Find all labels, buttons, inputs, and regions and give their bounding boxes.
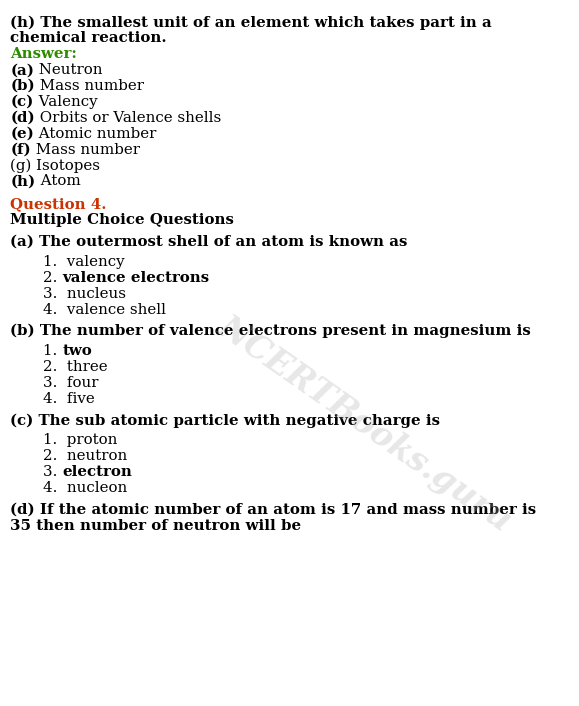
Text: (a) The outermost shell of an atom is known as: (a) The outermost shell of an atom is kn… [10, 234, 408, 249]
Text: 3.  four: 3. four [43, 376, 99, 390]
Text: 2.  three: 2. three [43, 360, 108, 374]
Text: 35 then number of neutron will be: 35 then number of neutron will be [10, 518, 302, 532]
Text: (c) The sub atomic particle with negative charge is: (c) The sub atomic particle with negativ… [10, 413, 441, 428]
Text: (b) The number of valence electrons present in magnesium is: (b) The number of valence electrons pres… [10, 324, 531, 338]
Text: (b): (b) [10, 79, 35, 93]
Text: (f): (f) [10, 143, 31, 157]
Text: Atom: Atom [35, 174, 80, 189]
Text: (d): (d) [10, 111, 35, 125]
Text: 4.  five: 4. five [43, 392, 95, 406]
Text: (h) The smallest unit of an element which takes part in a: (h) The smallest unit of an element whic… [10, 16, 492, 30]
Text: valence electrons: valence electrons [63, 270, 210, 285]
Text: Mass number: Mass number [35, 79, 144, 93]
Text: Neutron: Neutron [34, 63, 103, 77]
Text: (e): (e) [10, 126, 34, 140]
Text: 2.: 2. [43, 270, 63, 285]
Text: (h): (h) [10, 174, 35, 189]
Text: electron: electron [63, 465, 133, 479]
Text: 4.  valence shell: 4. valence shell [43, 302, 166, 316]
Text: (a): (a) [10, 63, 34, 77]
Text: (c): (c) [10, 95, 34, 109]
Text: (g) Isotopes: (g) Isotopes [10, 158, 100, 173]
Text: (d) If the atomic number of an atom is 17 and mass number is: (d) If the atomic number of an atom is 1… [10, 503, 537, 517]
Text: Valency: Valency [34, 95, 97, 109]
Text: 1.: 1. [43, 344, 63, 358]
Text: 3.  nucleus: 3. nucleus [43, 287, 126, 301]
Text: Multiple Choice Questions: Multiple Choice Questions [10, 213, 234, 227]
Text: Mass number: Mass number [31, 143, 140, 157]
Text: two: two [63, 344, 92, 358]
Text: 3.: 3. [43, 465, 63, 479]
Text: 2.  neutron: 2. neutron [43, 449, 128, 463]
Text: 1.  valency: 1. valency [43, 255, 125, 269]
Text: Answer:: Answer: [10, 47, 78, 61]
Text: Orbits or Valence shells: Orbits or Valence shells [35, 111, 221, 125]
Text: Atomic number: Atomic number [34, 126, 156, 140]
Text: 1.  proton: 1. proton [43, 433, 118, 448]
Text: Question 4.: Question 4. [10, 197, 107, 211]
Text: chemical reaction.: chemical reaction. [10, 31, 167, 45]
Text: NCERTBooks.guru: NCERTBooks.guru [212, 310, 518, 537]
Text: 4.  nucleon: 4. nucleon [43, 481, 128, 495]
